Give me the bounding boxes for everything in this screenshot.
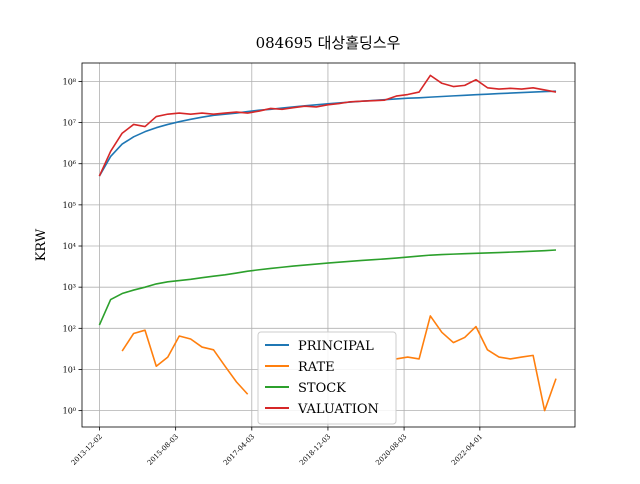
y-tick-label: 10⁶ — [63, 160, 76, 169]
y-tick-label: 10³ — [63, 283, 76, 292]
y-tick-label: 10⁰ — [63, 407, 76, 416]
legend: PRINCIPAL RATE STOCK VALUATION — [257, 331, 397, 425]
series-line — [98, 249, 557, 326]
chart-title: 084695 대상홀딩스우 — [256, 34, 401, 52]
lines — [98, 74, 557, 412]
x-tick-label: 2018-12-03 — [298, 433, 332, 467]
x-tick-label: 2022-04-01 — [450, 433, 484, 467]
legend-label: PRINCIPAL — [298, 339, 374, 354]
legend-label: STOCK — [298, 381, 346, 396]
series-line — [121, 315, 557, 412]
grid — [78, 63, 575, 431]
x-tick-label: 2017-04-03 — [222, 433, 256, 467]
x-tick-label: 2013-12-02 — [70, 433, 104, 467]
series-line — [98, 90, 557, 177]
legend-label: RATE — [298, 360, 335, 375]
y-tick-label: 10⁴ — [63, 242, 76, 251]
y-tick-label: 10⁸ — [63, 77, 76, 86]
plot-frame — [81, 62, 576, 428]
series-line — [98, 74, 557, 177]
y-axis-label: KRW — [34, 228, 49, 261]
legend-label: VALUATION — [297, 402, 379, 417]
legend-box — [257, 331, 397, 425]
x-tick-label: 2020-08-03 — [374, 433, 408, 467]
y-tick-label: 10⁷ — [63, 119, 76, 128]
y-tick-label: 10¹ — [63, 365, 76, 374]
y-tick-label: 10² — [63, 324, 76, 333]
x-tick-label: 2015-08-03 — [146, 433, 180, 467]
y-tick-label: 10⁵ — [63, 201, 76, 210]
